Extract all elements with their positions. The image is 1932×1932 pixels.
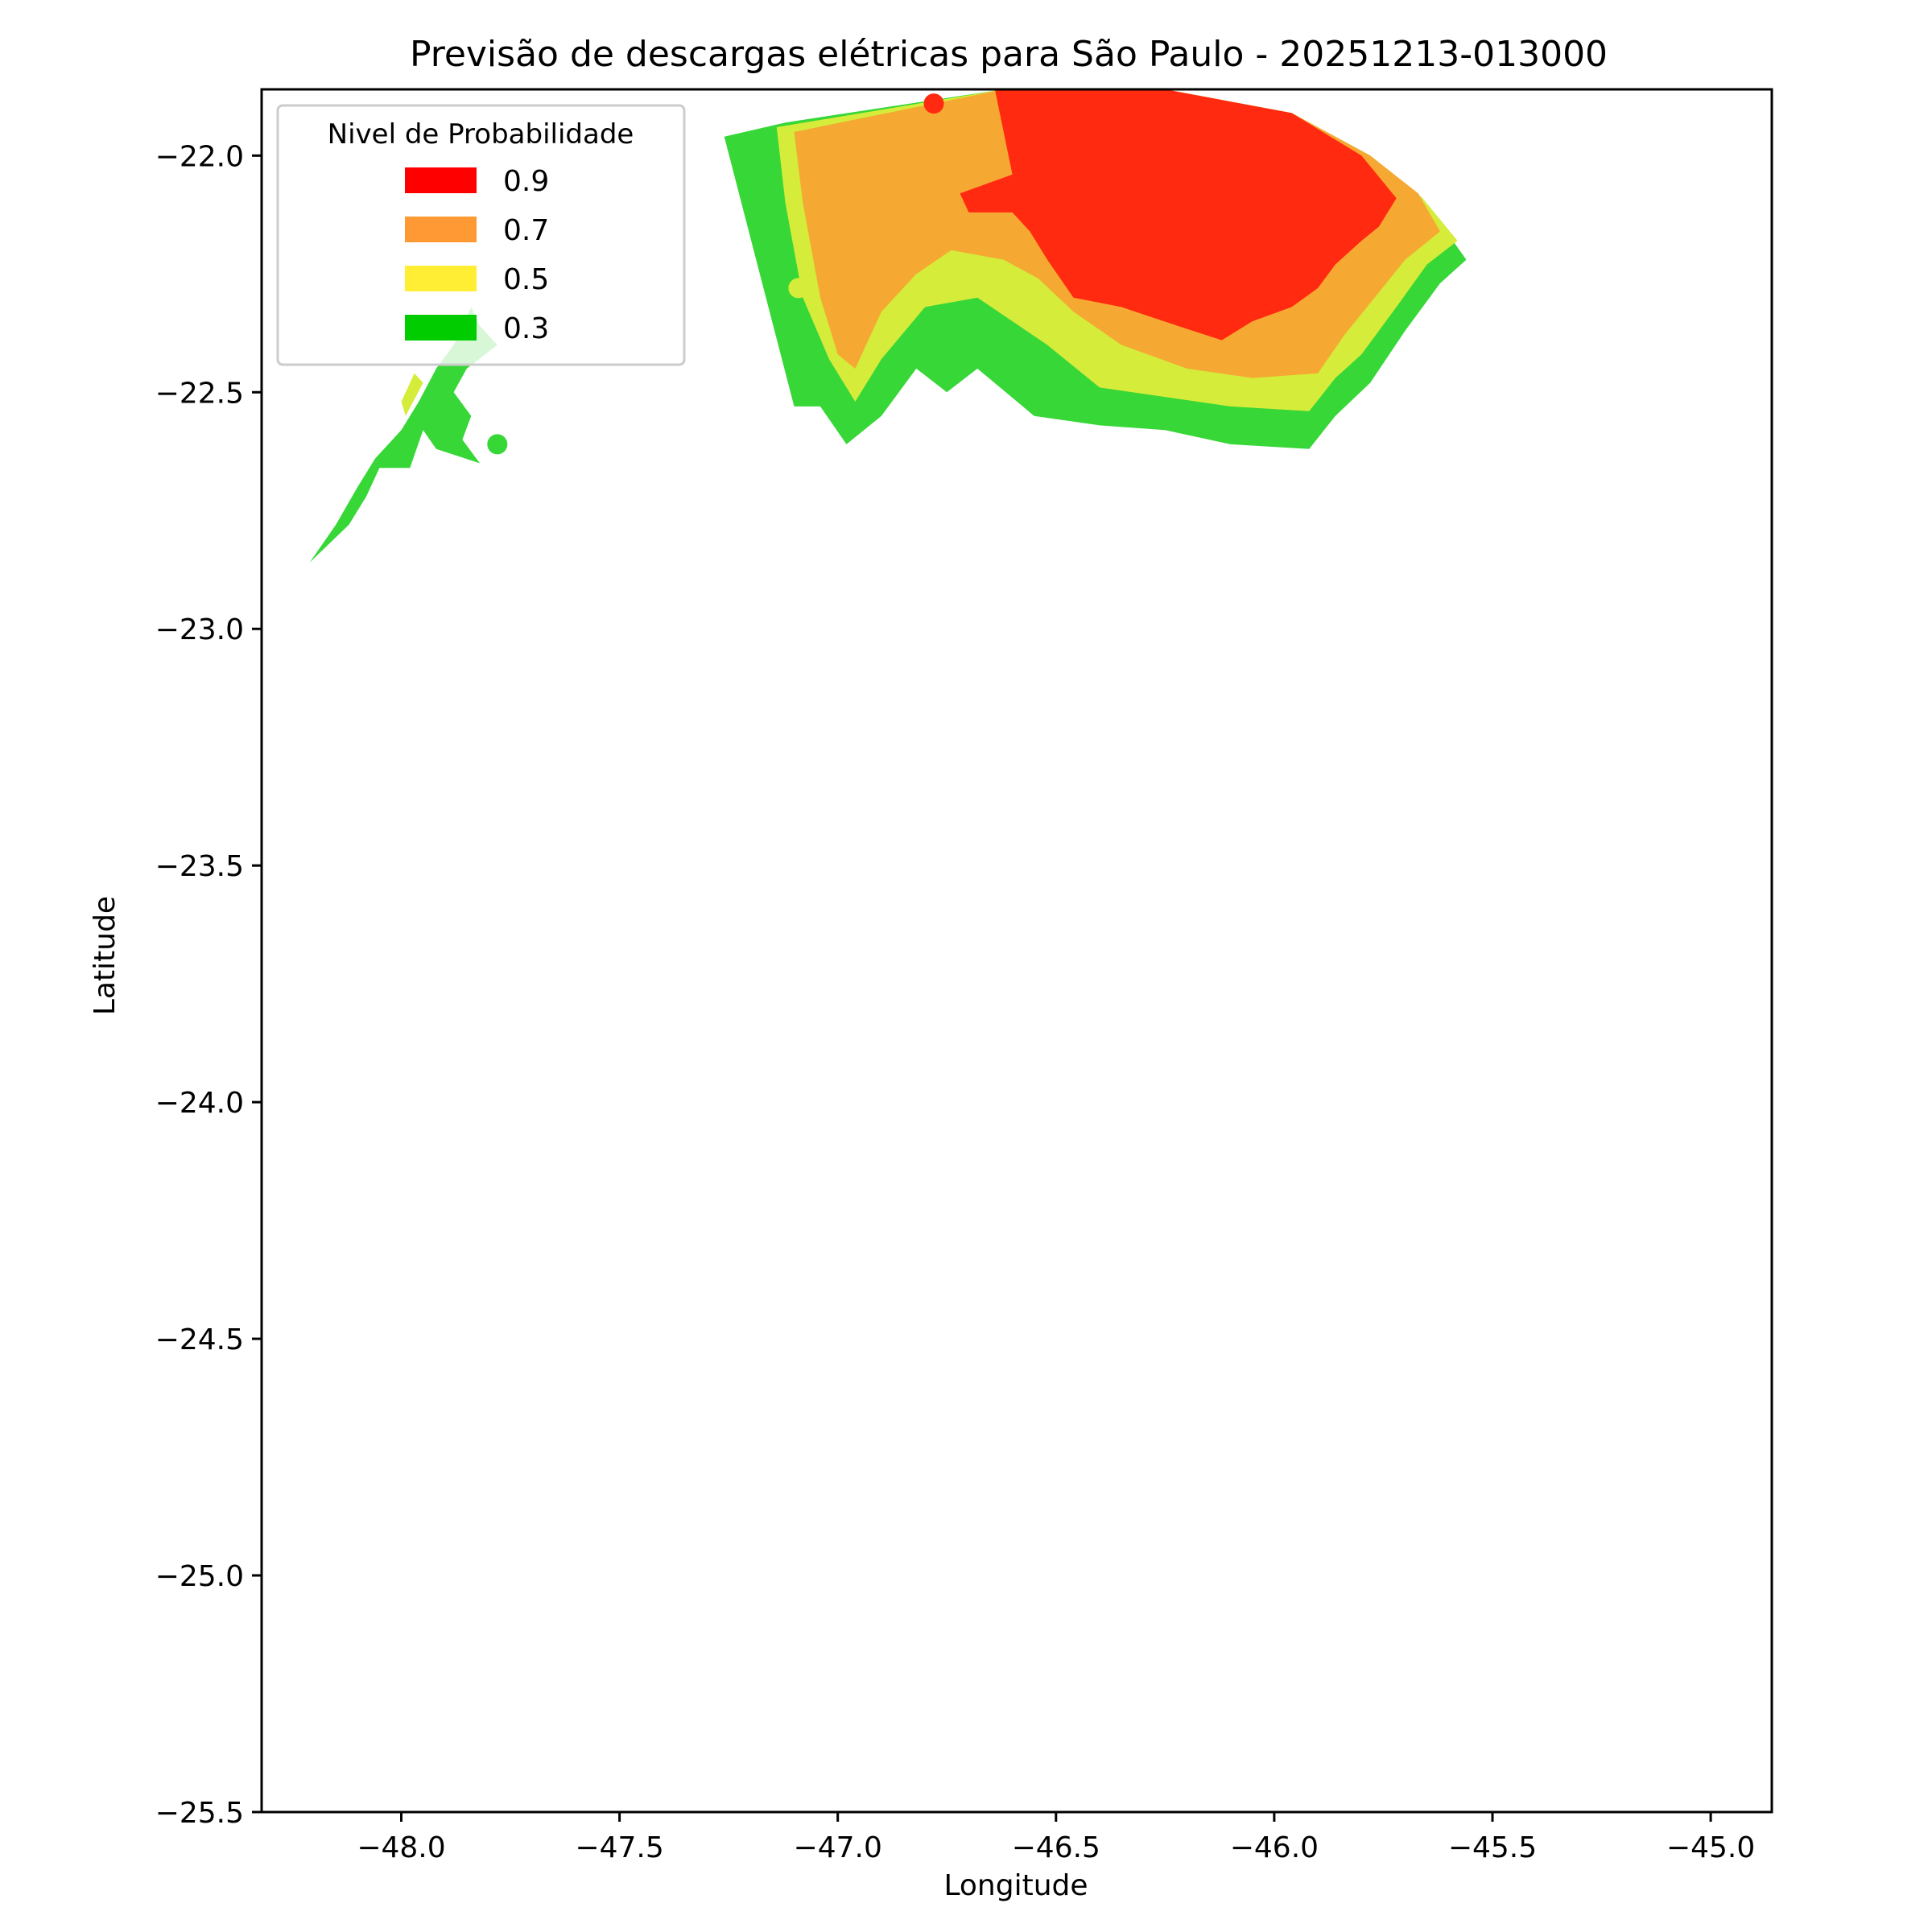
legend-label: 0.5: [503, 263, 549, 296]
legend: Nivel de Probabilidade 0.9 0.7 0.5 0.3: [276, 104, 686, 366]
y-tick-label: −24.0: [155, 1087, 244, 1120]
legend-swatch: [405, 266, 477, 291]
x-tick-label: −46.0: [1230, 1831, 1319, 1864]
west-cell-0.5-edge: [401, 373, 423, 416]
x-tick-label: −47.0: [794, 1831, 882, 1864]
chart-title: Previsão de descargas elétricas para São…: [410, 34, 1608, 75]
x-tick-label: −47.5: [575, 1831, 663, 1864]
legend-entries: 0.9 0.7 0.5 0.3: [405, 165, 549, 345]
legend-swatch: [405, 217, 477, 242]
west-cell-0.3: [309, 307, 497, 563]
plot-area: [309, 89, 1467, 563]
yellow-point: [788, 278, 809, 299]
regions-layer: [309, 89, 1467, 563]
y-tick-label: −22.0: [155, 140, 244, 173]
legend-label: 0.7: [503, 214, 549, 247]
legend-box: [276, 104, 686, 366]
y-axis: −22.0 −22.5 −23.0 −23.5 −24.0 −24.5 −25.0 −25.5: [155, 140, 262, 1830]
x-axis: −48.0 −47.5 −47.0 −46.5 −46.0 −45.5 −45.0: [357, 1812, 1755, 1864]
x-tick-label: −46.5: [1012, 1831, 1100, 1864]
main-cell-0.9: [960, 89, 1397, 341]
y-axis-label: Latitude: [89, 896, 122, 1015]
y-tick-label: −23.5: [155, 850, 244, 883]
x-tick-label: −48.0: [357, 1831, 445, 1864]
axes-frame: [260, 88, 1773, 1814]
green-point: [487, 434, 508, 455]
legend-label: 0.3: [503, 312, 549, 345]
points-layer: [487, 93, 944, 455]
legend-swatch: [405, 315, 477, 341]
y-tick-label: −25.0: [155, 1560, 244, 1593]
x-axis-label: Longitude: [943, 1869, 1088, 1902]
x-tick-label: −45.5: [1448, 1831, 1537, 1864]
legend-label: 0.9: [503, 165, 549, 198]
y-tick-label: −24.5: [155, 1323, 244, 1356]
legend-swatch: [405, 167, 477, 193]
x-tick-label: −45.0: [1666, 1831, 1755, 1864]
y-tick-label: −23.0: [155, 613, 244, 646]
y-tick-label: −22.5: [155, 377, 244, 410]
legend-title: Nivel de Probabilidade: [328, 118, 634, 151]
y-tick-label: −25.5: [155, 1797, 244, 1830]
red-point: [923, 93, 944, 114]
